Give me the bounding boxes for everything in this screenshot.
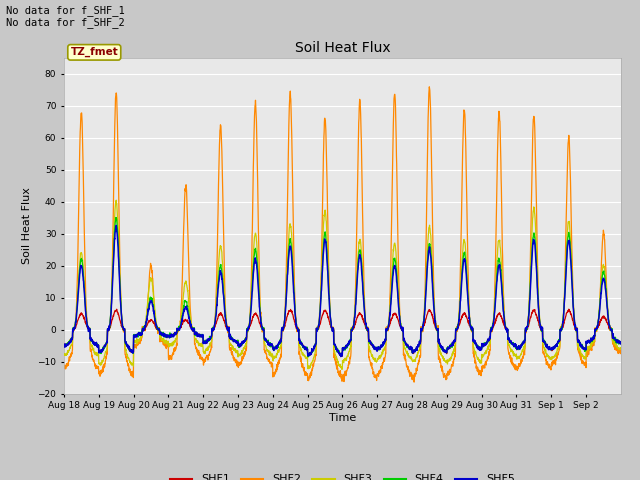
Text: No data for f_SHF_1
No data for f_SHF_2: No data for f_SHF_1 No data for f_SHF_2 (6, 5, 125, 28)
Y-axis label: Soil Heat Flux: Soil Heat Flux (22, 187, 32, 264)
Text: TZ_fmet: TZ_fmet (70, 47, 118, 58)
X-axis label: Time: Time (329, 413, 356, 423)
Title: Soil Heat Flux: Soil Heat Flux (294, 41, 390, 55)
Legend: SHF1, SHF2, SHF3, SHF4, SHF5: SHF1, SHF2, SHF3, SHF4, SHF5 (166, 470, 519, 480)
